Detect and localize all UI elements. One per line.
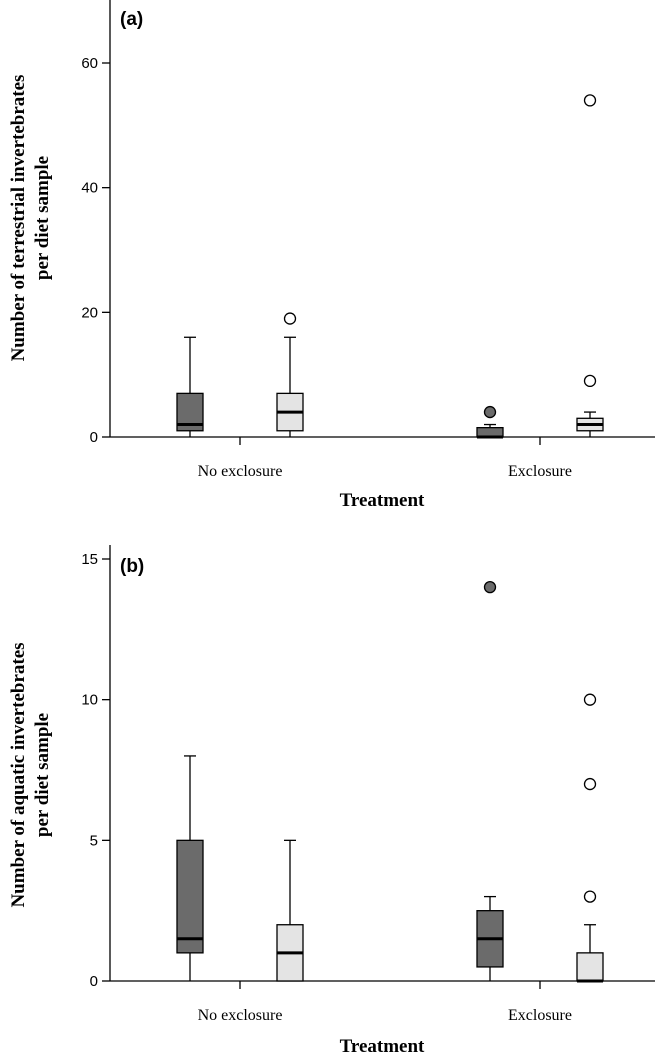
y-axis-title: per diet sample bbox=[32, 156, 53, 280]
y-tick-label: 40 bbox=[81, 180, 98, 197]
y-axis-title: per diet sample bbox=[32, 713, 53, 837]
y-tick-label: 15 bbox=[81, 551, 98, 568]
y-tick-label: 0 bbox=[90, 973, 98, 990]
box-outlier bbox=[283, 312, 297, 325]
box-iqr bbox=[176, 839, 204, 954]
y-tick-label: 60 bbox=[81, 55, 98, 72]
panel-label: (b) bbox=[120, 556, 144, 577]
box-outlier bbox=[583, 693, 597, 706]
y-tick-label: 20 bbox=[81, 304, 98, 321]
x-axis-title: Treatment bbox=[340, 1036, 425, 1057]
x-tick-label: No exclosure bbox=[198, 463, 283, 480]
box-outlier bbox=[483, 580, 497, 594]
y-tick-label: 0 bbox=[90, 429, 98, 446]
y-tick-label: 5 bbox=[90, 832, 98, 849]
y-axis-title: Number of aquatic invertebrates bbox=[8, 642, 29, 907]
x-tick-label: Exclosure bbox=[508, 463, 572, 480]
box-outlier bbox=[583, 777, 597, 791]
x-tick-label: No exclosure bbox=[198, 1007, 283, 1024]
y-tick-label: 10 bbox=[81, 692, 98, 709]
box-outlier bbox=[583, 890, 597, 903]
box-iqr bbox=[576, 952, 604, 982]
box-outlier bbox=[483, 405, 497, 419]
panel-label: (a) bbox=[120, 9, 143, 30]
x-axis-title: Treatment bbox=[340, 490, 425, 511]
box-outlier bbox=[583, 374, 597, 388]
x-tick-label: Exclosure bbox=[508, 1007, 572, 1024]
y-axis-title: Number of terrestrial invertebrates bbox=[8, 75, 29, 362]
box-outlier bbox=[583, 94, 597, 107]
